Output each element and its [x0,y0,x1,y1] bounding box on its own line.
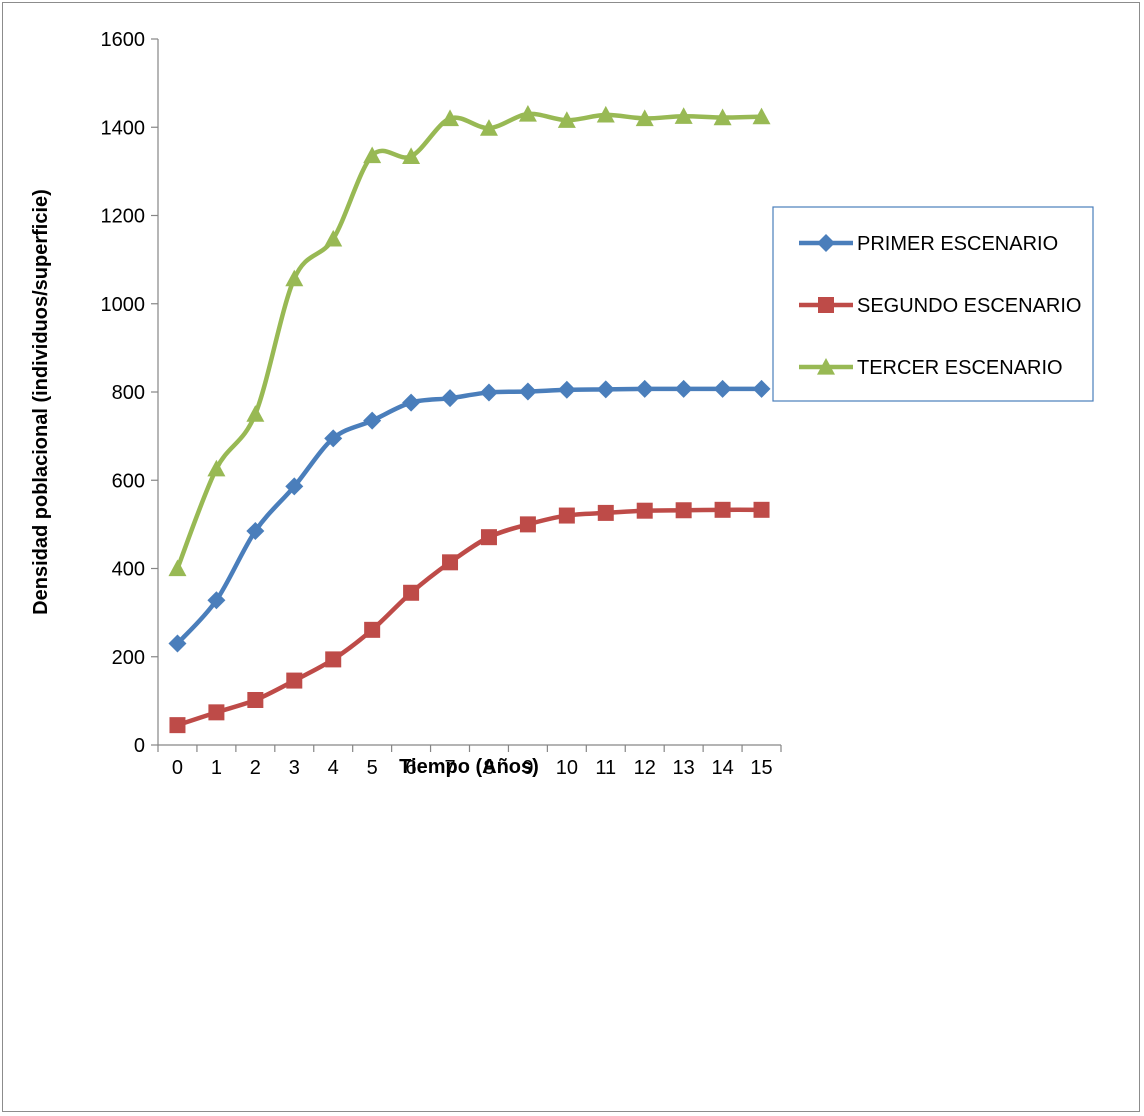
data-point [713,379,732,398]
data-point [675,502,692,519]
data-point [324,429,343,448]
data-point [285,477,304,496]
legend: PRIMER ESCENARIO SEGUNDO ESCENARIO TERCER … [772,206,1094,402]
x-tick-label: 12 [634,757,656,779]
y-tick-label: 1200 [101,206,146,228]
y-axis-title: Densidad poblacional (individuos/superfi… [30,189,52,615]
data-point [635,109,654,127]
legend-marker [817,358,835,375]
data-point [674,379,693,398]
data-point [246,521,265,540]
x-tick-label: 10 [556,757,578,779]
legend-marker [817,234,835,252]
x-tick-label: 3 [289,757,300,779]
series-line [175,386,762,646]
x-tick-label: 1 [211,757,222,779]
y-tick-label: 800 [112,382,145,404]
data-point [168,634,187,653]
x-tick-label: 5 [367,757,378,779]
data-point [636,502,653,519]
y-tick-label: 400 [112,559,145,581]
y-tick-label: 200 [112,647,145,669]
data-point [596,105,615,123]
y-tick-label: 600 [112,470,145,492]
legend-label: PRIMER ESCENARIO [857,233,1058,255]
data-point [557,111,576,128]
data-point [207,591,226,610]
legend-label: SEGUNDO ESCENARIO [857,295,1081,317]
data-point [247,691,264,708]
data-point [168,559,187,577]
data-point [557,380,576,399]
x-tick-label: 11 [595,757,616,779]
data-point [479,119,498,136]
y-tick-label: 1000 [101,294,146,316]
data-point [713,108,732,126]
data-point [596,380,615,399]
series-line [175,111,762,570]
data-point [402,393,421,412]
data-point [363,411,382,430]
x-tick-label: 15 [750,757,772,779]
x-tick-label: 4 [328,757,339,779]
data-point [714,501,731,518]
data-point [674,107,693,124]
legend-item: PRIMER ESCENARIO [799,233,1058,255]
data-point [169,717,186,734]
data-point [403,584,420,601]
x-tick-label: 9 [522,757,533,779]
data-point [753,501,770,518]
data-point [518,105,537,122]
data-point [479,383,498,402]
data-point [480,529,497,546]
y-tick-label: 0 [134,735,145,757]
data-point [519,516,536,533]
data-point [207,459,226,477]
data-point [363,146,382,164]
data-point [441,389,460,408]
series-2 [169,501,770,734]
data-point [752,379,771,398]
data-point [246,405,265,422]
data-point [325,651,342,668]
series-3 [168,105,771,577]
data-point [635,379,654,398]
data-point [558,507,575,524]
x-tick-label: 2 [250,757,261,779]
data-point [752,107,771,125]
legend-label: TERCER ESCENARIO [857,357,1063,379]
data-point [597,504,614,521]
x-tick-label: 7 [444,757,455,779]
x-tick-label: 0 [172,757,183,779]
y-tick-label: 1600 [101,29,146,51]
x-tick-label: 13 [673,757,695,779]
x-axis-title: Tiempo (Años) [399,756,539,778]
data-point [285,269,304,287]
data-point [518,382,537,401]
data-point [324,229,343,247]
data-point [286,672,303,689]
x-tick-label: 6 [406,757,417,779]
series-1 [168,379,771,653]
legend-item: SEGUNDO ESCENARIO [799,295,1081,317]
series-line [176,507,762,728]
legend-item: TERCER ESCENARIO [799,357,1063,379]
x-tick-label: 8 [483,757,494,779]
legend-marker [818,297,834,313]
y-tick-label: 1400 [101,117,146,139]
data-point [402,147,421,165]
data-point [442,554,459,571]
x-tick-label: 14 [711,757,733,779]
data-point [441,109,460,127]
data-point [208,704,225,721]
data-point [364,621,381,638]
series-lines [168,105,771,734]
